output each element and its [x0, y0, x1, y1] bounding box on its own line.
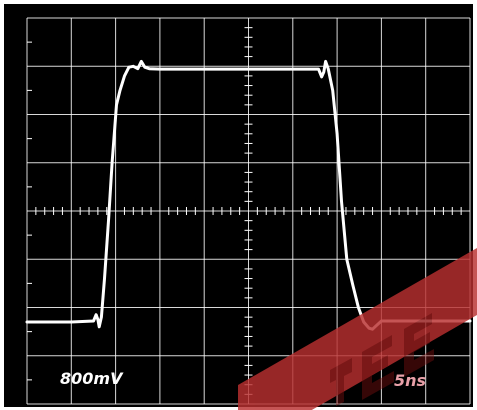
trace-line — [25, 59, 472, 331]
time-per-div-label: 5ns — [394, 371, 426, 390]
trace-layer — [25, 59, 472, 331]
watermark-glyphs — [330, 313, 434, 406]
watermark-logo — [238, 248, 477, 410]
watermark-band — [238, 248, 477, 410]
volts-per-div-label: 800mV — [60, 369, 124, 388]
